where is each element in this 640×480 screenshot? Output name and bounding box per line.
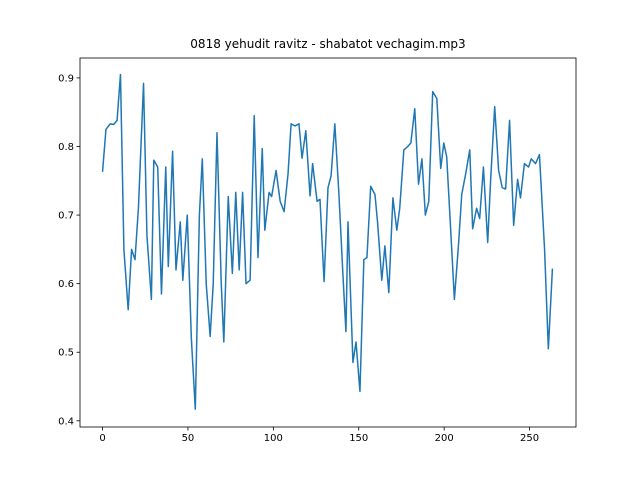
x-tick-label: 150 [349,433,368,444]
y-tick-label: 0.8 [58,142,74,153]
plot-frame [79,57,577,428]
chart-title: 0818 yehudit ravitz - shabatot vechagim.… [190,37,465,51]
y-tick-label: 0.5 [58,348,74,359]
y-tick-label: 0.6 [58,279,74,290]
x-tick-label: 50 [182,433,195,444]
x-tick-label: 100 [264,433,283,444]
data-line [101,73,554,410]
x-tick-label: 200 [435,433,454,444]
x-tick-label: 0 [99,433,105,444]
y-tick-label: 0.7 [58,211,74,222]
x-tick-label: 250 [520,433,539,444]
y-tick-label: 0.4 [58,416,74,427]
y-tick-label: 0.9 [58,73,74,84]
